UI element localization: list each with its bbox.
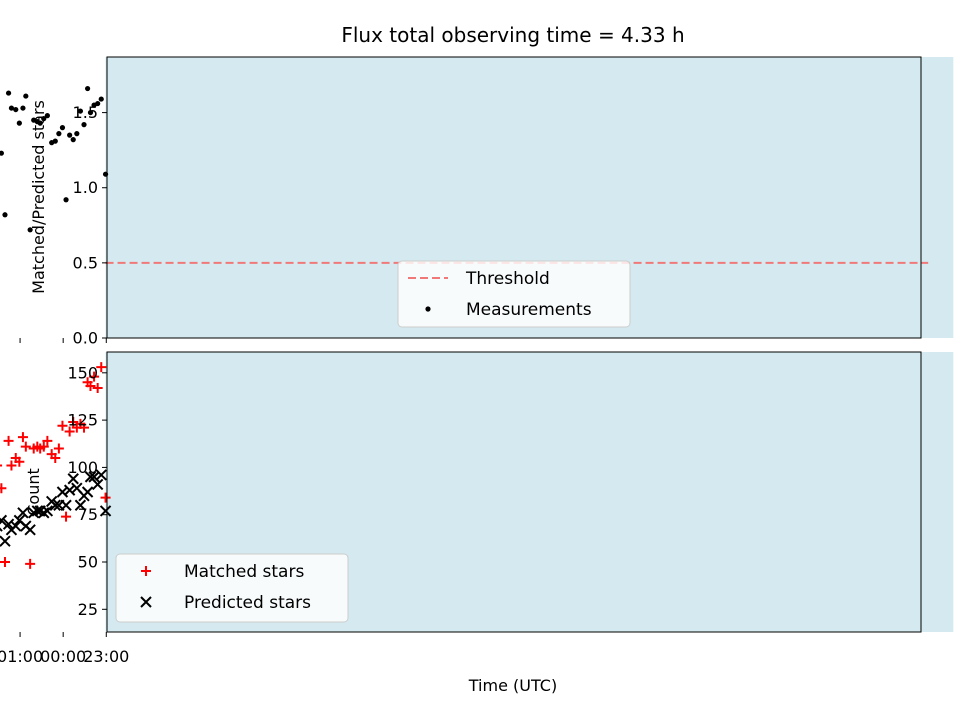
data-point <box>42 435 53 446</box>
data-point <box>82 377 93 388</box>
data-point <box>77 108 84 114</box>
legend: Matched stars Predicted stars <box>115 553 349 623</box>
data-point <box>0 557 10 567</box>
legend-label: Matched stars <box>184 562 304 582</box>
y-tick-label: 25 <box>78 600 98 619</box>
legend-marker <box>140 596 152 608</box>
data-point <box>57 420 68 431</box>
x-tick-label: 00:00 <box>40 647 86 666</box>
data-point <box>5 90 12 96</box>
data-point <box>68 417 79 427</box>
data-point <box>98 96 104 102</box>
data-point <box>74 131 80 137</box>
data-point <box>89 371 100 382</box>
x-tick-label: 23:00 <box>83 647 129 666</box>
y-tick-label: 75 <box>78 505 98 524</box>
axes-frame <box>106 56 922 339</box>
y-tick-label: 1.5 <box>73 103 98 122</box>
y-tick-label: 0.0 <box>73 329 98 348</box>
data-point <box>41 116 47 122</box>
data-point <box>31 117 37 123</box>
data-point <box>0 483 7 494</box>
data-point <box>8 105 15 111</box>
data-point <box>46 449 57 460</box>
y-tick-label: 125 <box>67 411 98 430</box>
data-point <box>28 443 39 454</box>
bottom-y-axis-label: Count <box>24 468 43 516</box>
data-point <box>100 492 111 503</box>
series-predicted-stars <box>0 469 112 547</box>
legend: Threshold Measurements <box>397 260 631 328</box>
data-point <box>0 150 4 156</box>
legend-box <box>397 260 631 328</box>
data-point <box>61 511 72 522</box>
top-y-axis-label: Matched/Predicted stars <box>29 100 48 294</box>
data-point <box>0 535 11 547</box>
legend-label: Threshold <box>465 269 550 289</box>
data-point <box>10 452 21 463</box>
data-point <box>64 426 75 437</box>
series-measurements <box>0 85 109 233</box>
y-tick-label: 0.5 <box>73 253 98 272</box>
data-point <box>67 132 73 138</box>
chart-title: Flux total observing time = 4.33 h <box>341 23 684 47</box>
data-point <box>17 507 29 519</box>
bottom-panel: 25507510012515023:0000:0001:0002:0003:00… <box>0 351 954 666</box>
data-point <box>84 471 97 483</box>
data-point <box>59 125 66 131</box>
data-point <box>20 441 31 452</box>
data-point <box>13 514 26 527</box>
data-point <box>45 495 58 508</box>
data-point <box>17 432 28 443</box>
data-point <box>70 137 76 143</box>
data-point <box>0 520 3 532</box>
data-point <box>92 382 103 393</box>
legend-label: Predicted stars <box>184 593 311 613</box>
data-point <box>25 558 36 569</box>
y-tick-label: 1.0 <box>73 178 98 197</box>
data-point <box>67 473 79 485</box>
data-point <box>56 131 62 137</box>
series-matched-stars <box>0 362 111 569</box>
top-panel: 0.0 0.5 1.0 1.5 Threshold Measurements <box>0 56 954 348</box>
legend-marker <box>425 306 431 312</box>
data-point <box>96 362 107 373</box>
data-point <box>0 464 3 467</box>
data-point <box>13 106 19 113</box>
data-point <box>44 113 50 119</box>
data-point <box>16 120 22 126</box>
axes-frame <box>106 351 922 633</box>
legend-label: Measurements <box>466 300 592 320</box>
y-tick-label: 50 <box>78 553 98 572</box>
data-point <box>23 93 29 99</box>
data-point <box>53 499 65 511</box>
data-point <box>56 486 69 498</box>
data-point <box>27 227 33 233</box>
x-axis-label: Time (UTC) <box>468 676 557 695</box>
data-point <box>20 105 26 111</box>
data-point <box>74 499 87 511</box>
data-point <box>63 197 69 203</box>
data-point <box>6 460 17 471</box>
data-point <box>34 505 46 517</box>
data-point <box>49 140 55 146</box>
y-tick-label: 100 <box>67 458 98 477</box>
data-point <box>88 471 100 483</box>
x-tick-label: 01:00 <box>0 647 43 666</box>
data-point <box>2 212 8 218</box>
data-point <box>71 422 82 433</box>
legend-marker <box>141 566 151 576</box>
data-point <box>2 518 15 530</box>
y-tick-label: 150 <box>67 363 98 382</box>
data-point <box>91 102 97 108</box>
legend-box <box>115 553 349 623</box>
data-point <box>28 507 40 519</box>
data-point <box>53 443 64 454</box>
data-point <box>5 524 18 536</box>
data-point <box>85 85 91 92</box>
data-point <box>87 109 94 116</box>
data-point <box>81 122 87 128</box>
data-point <box>3 435 14 446</box>
